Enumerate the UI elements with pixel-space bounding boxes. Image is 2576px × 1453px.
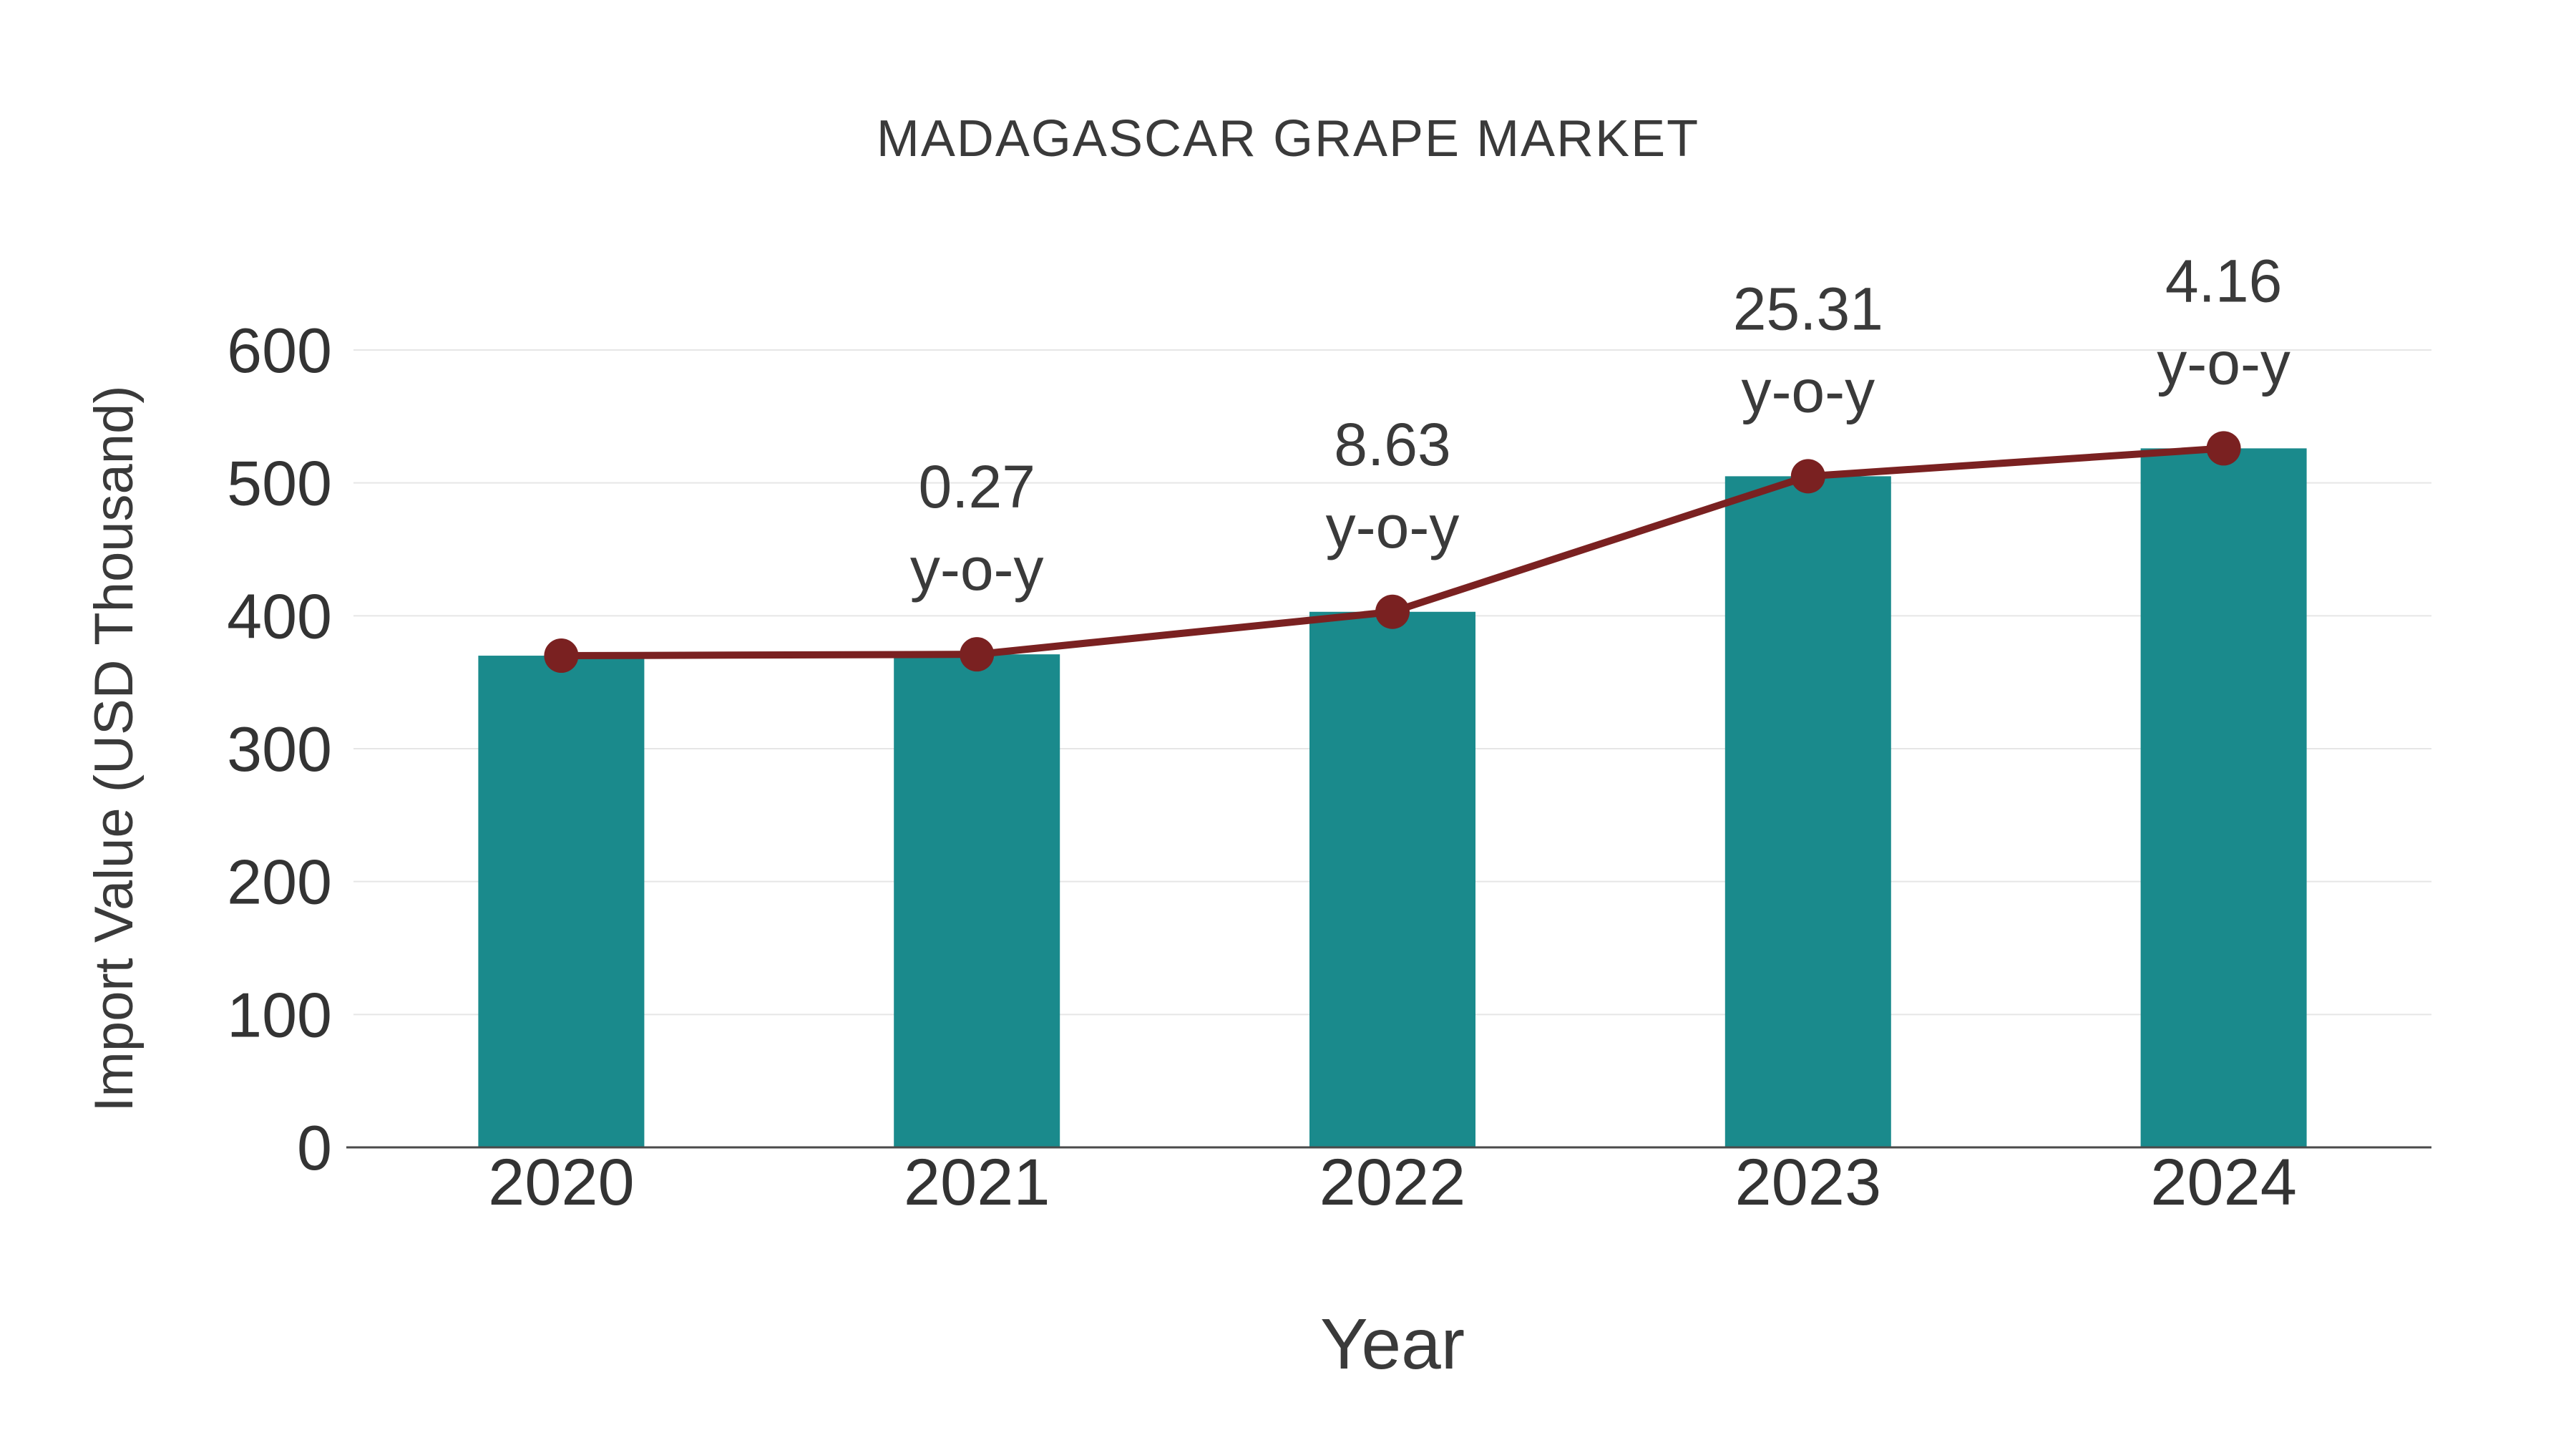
- x-tick-label: 2022: [1319, 1146, 1466, 1219]
- bar-2023: [1724, 476, 1891, 1147]
- yoy-marker-2021: [960, 637, 995, 672]
- y-tick-label: 600: [227, 315, 332, 386]
- y-tick-label: 0: [297, 1112, 332, 1183]
- yoy-marker-2023: [1790, 459, 1825, 494]
- y-axis-title: Import Value (USD Thousand): [84, 385, 145, 1112]
- yoy-value-label: 4.16: [2165, 247, 2283, 314]
- y-tick-label: 100: [227, 979, 332, 1050]
- yoy-marker-2024: [2206, 431, 2241, 466]
- y-tick-label: 500: [227, 448, 332, 519]
- x-axis-title: Year: [1320, 1304, 1465, 1384]
- x-tick-label: 2020: [488, 1146, 635, 1219]
- yoy-value-label: 8.63: [1334, 411, 1451, 478]
- bar-2024: [2140, 448, 2307, 1147]
- bar-2022: [1309, 611, 1475, 1147]
- y-tick-label: 200: [227, 847, 332, 918]
- x-tick-label: 2021: [904, 1146, 1050, 1219]
- bar-series: [478, 448, 2307, 1147]
- x-tick-label: 2024: [2150, 1146, 2297, 1219]
- yoy-marker-2020: [544, 638, 579, 674]
- yoy-marker-2022: [1375, 594, 1410, 629]
- yoy-value-label: 25.31: [1733, 275, 1883, 342]
- bar-2021: [894, 654, 1060, 1147]
- yoy-suffix-label: y-o-y: [910, 535, 1044, 603]
- yoy-suffix-label: y-o-y: [1741, 357, 1875, 424]
- yoy-value-label: 0.27: [918, 453, 1035, 520]
- line-series: [544, 431, 2241, 674]
- x-tick-label: 2023: [1735, 1146, 1881, 1219]
- y-tick-label: 300: [227, 714, 332, 784]
- chart-title: MADAGASCAR GRAPE MARKET: [877, 110, 1699, 167]
- yoy-suffix-label: y-o-y: [1326, 493, 1460, 560]
- yoy-suffix-label: y-o-y: [2157, 329, 2290, 397]
- y-axis-tick-labels: 0 100 200 300 400 500 600: [227, 315, 332, 1183]
- yoy-annotations: 0.27 y-o-y 8.63 y-o-y 25.31 y-o-y 4.16 y-o-y: [910, 247, 2290, 603]
- bar-2020: [478, 656, 645, 1147]
- x-axis-tick-labels: 2020 2021 2022 2023 2024: [488, 1146, 2297, 1219]
- y-tick-label: 400: [227, 580, 332, 651]
